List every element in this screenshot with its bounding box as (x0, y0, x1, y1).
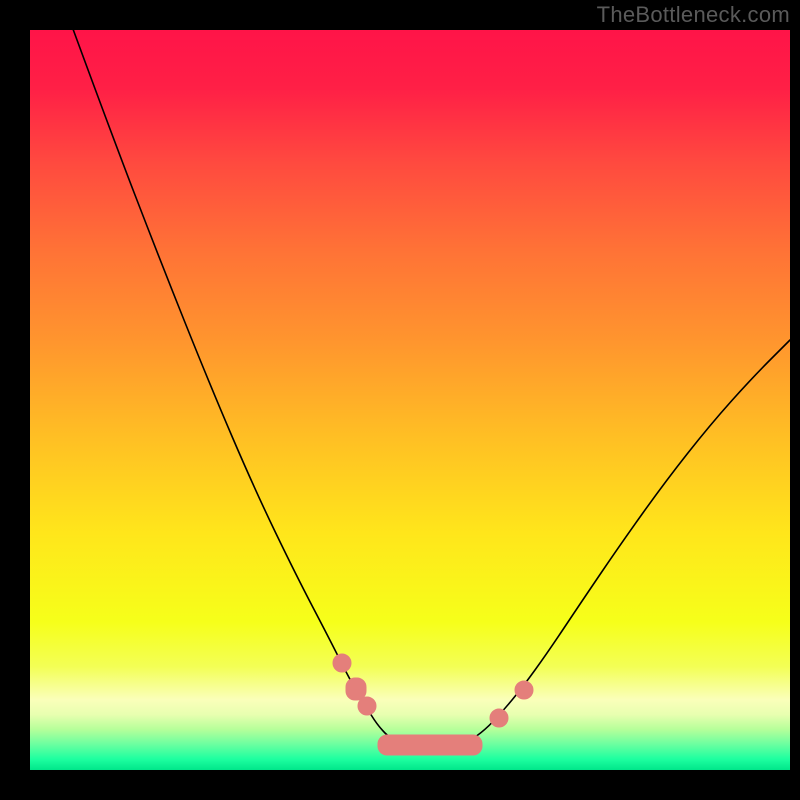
marker-3 (378, 735, 482, 755)
marker-5 (515, 681, 533, 699)
bottleneck-chart (0, 0, 800, 800)
watermark-text: TheBottleneck.com (597, 2, 790, 28)
marker-2 (358, 697, 376, 715)
chart-stage: TheBottleneck.com (0, 0, 800, 800)
marker-1 (346, 678, 366, 700)
chart-background (30, 30, 790, 770)
marker-4 (490, 709, 508, 727)
marker-0 (333, 654, 351, 672)
